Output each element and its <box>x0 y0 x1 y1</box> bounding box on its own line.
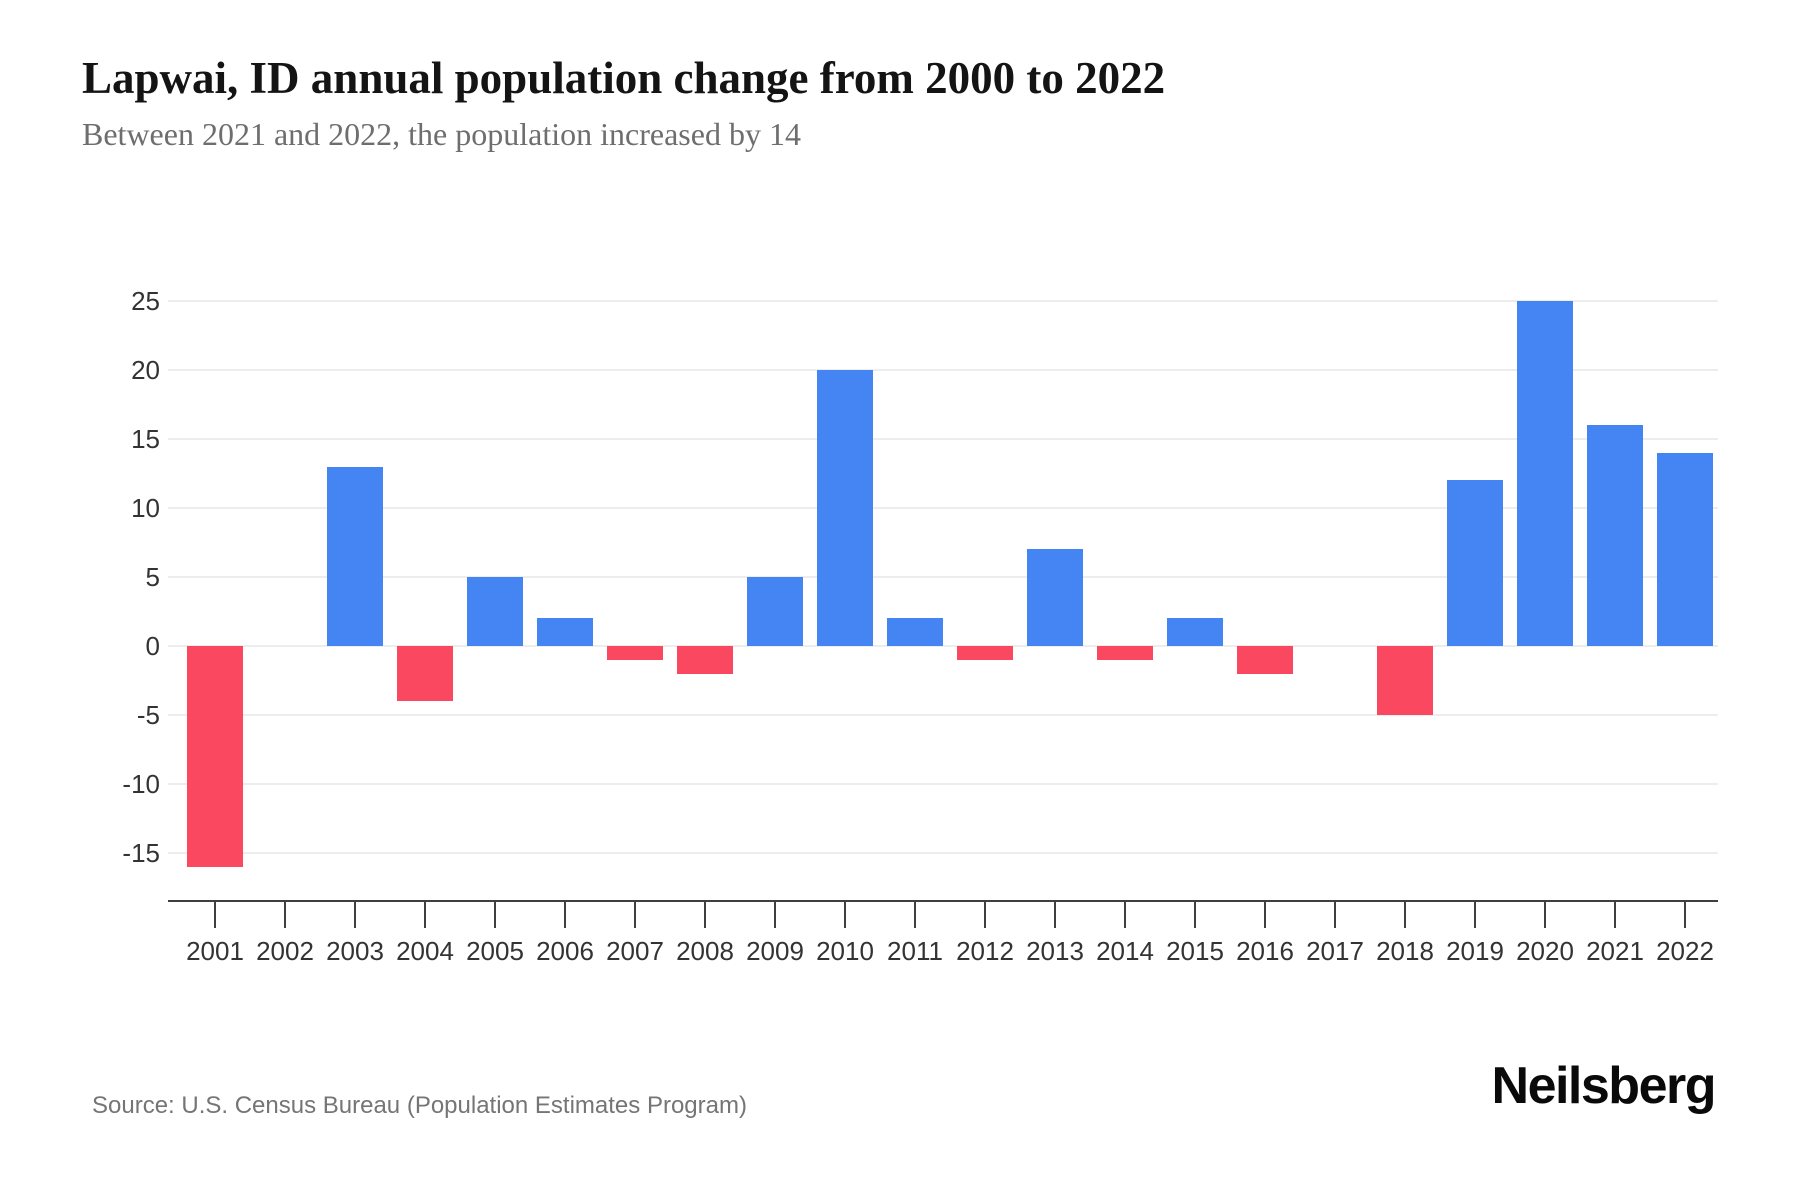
bar-2014 <box>1097 646 1153 660</box>
x-tick-2016 <box>1264 900 1266 928</box>
bar-2005 <box>467 577 523 646</box>
x-tick-label-2020: 2020 <box>1516 936 1574 966</box>
chart-title: Lapwai, ID annual population change from… <box>82 53 1166 103</box>
bar-2003 <box>327 467 383 646</box>
y-tick-label--5: -5 <box>136 700 160 730</box>
gridline-0 <box>168 645 1718 647</box>
bar-2007 <box>607 646 663 660</box>
x-tick-2003 <box>354 900 356 928</box>
x-tick-label-2014: 2014 <box>1096 936 1154 966</box>
x-tick-2020 <box>1544 900 1546 928</box>
x-tick-2012 <box>984 900 986 928</box>
x-tick-2008 <box>704 900 706 928</box>
brand-logo: Neilsberg <box>1491 1057 1717 1115</box>
x-tick-label-2021: 2021 <box>1586 936 1644 966</box>
y-tick-label-20: 20 <box>131 355 160 385</box>
x-tick-label-2017: 2017 <box>1306 936 1364 966</box>
y-tick-label--10: -10 <box>122 769 160 799</box>
bar-2010 <box>817 370 873 646</box>
gridline--15 <box>168 852 1718 854</box>
x-tick-2002 <box>284 900 286 928</box>
bar-2012 <box>957 646 1013 660</box>
x-tick-2014 <box>1124 900 1126 928</box>
y-tick-label--15: -15 <box>122 838 160 868</box>
gridline-25 <box>168 300 1718 302</box>
bar-2004 <box>397 646 453 701</box>
x-tick-label-2012: 2012 <box>956 936 1014 966</box>
bar-2018 <box>1377 646 1433 715</box>
y-tick-label-10: 10 <box>131 493 160 523</box>
y-tick-label-0: 0 <box>145 631 160 661</box>
gridline-15 <box>168 438 1718 440</box>
x-tick-label-2003: 2003 <box>326 936 384 966</box>
x-tick-label-2018: 2018 <box>1376 936 1434 966</box>
bar-2015 <box>1167 618 1223 646</box>
x-tick-label-2013: 2013 <box>1026 936 1084 966</box>
x-tick-label-2015: 2015 <box>1166 936 1224 966</box>
gridline-5 <box>168 576 1718 578</box>
x-tick-label-2008: 2008 <box>676 936 734 966</box>
bar-2013 <box>1027 549 1083 646</box>
bar-2016 <box>1237 646 1293 674</box>
x-tick-label-2006: 2006 <box>536 936 594 966</box>
x-tick-2018 <box>1404 900 1406 928</box>
x-tick-2001 <box>214 900 216 928</box>
chart-subtitle: Between 2021 and 2022, the population in… <box>82 116 801 152</box>
x-tick-2015 <box>1194 900 1196 928</box>
gridline-10 <box>168 507 1718 509</box>
gridline--5 <box>168 714 1718 716</box>
bar-2001 <box>187 646 243 867</box>
x-tick-2011 <box>914 900 916 928</box>
gridline-20 <box>168 369 1718 371</box>
x-tick-2007 <box>634 900 636 928</box>
x-tick-2004 <box>424 900 426 928</box>
bar-2020 <box>1517 301 1573 646</box>
x-tick-2009 <box>774 900 776 928</box>
bar-2009 <box>747 577 803 646</box>
x-axis-line <box>168 900 1718 902</box>
y-tick-label-25: 25 <box>131 286 160 316</box>
x-tick-label-2022: 2022 <box>1656 936 1714 966</box>
gridline--10 <box>168 783 1718 785</box>
bar-2019 <box>1447 480 1503 646</box>
bar-2006 <box>537 618 593 646</box>
x-tick-2005 <box>494 900 496 928</box>
x-tick-2006 <box>564 900 566 928</box>
x-tick-label-2019: 2019 <box>1446 936 1504 966</box>
x-tick-2017 <box>1334 900 1336 928</box>
x-tick-label-2001: 2001 <box>186 936 244 966</box>
x-tick-2022 <box>1684 900 1686 928</box>
bar-2008 <box>677 646 733 674</box>
x-tick-2019 <box>1474 900 1476 928</box>
y-tick-label-15: 15 <box>131 424 160 454</box>
x-tick-label-2011: 2011 <box>887 936 943 966</box>
bar-2011 <box>887 618 943 646</box>
x-tick-label-2016: 2016 <box>1236 936 1294 966</box>
x-tick-label-2007: 2007 <box>606 936 664 966</box>
bar-2022 <box>1657 453 1713 646</box>
y-tick-label-5: 5 <box>145 562 160 592</box>
bar-2021 <box>1587 425 1643 646</box>
x-tick-label-2010: 2010 <box>816 936 874 966</box>
source-note: Source: U.S. Census Bureau (Population E… <box>92 1092 747 1119</box>
x-tick-2013 <box>1054 900 1056 928</box>
x-tick-2021 <box>1614 900 1616 928</box>
x-tick-2010 <box>844 900 846 928</box>
x-tick-label-2005: 2005 <box>466 936 524 966</box>
x-tick-label-2004: 2004 <box>396 936 454 966</box>
x-tick-label-2002: 2002 <box>256 936 314 966</box>
x-tick-label-2009: 2009 <box>746 936 804 966</box>
